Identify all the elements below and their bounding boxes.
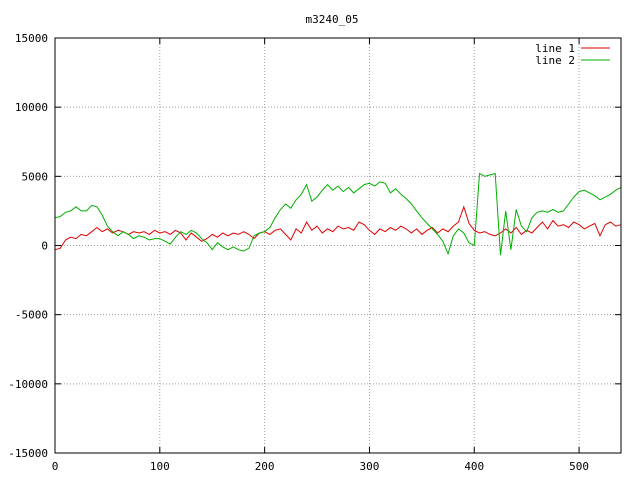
x-tick-label: 400 [464,460,484,473]
plot-frame [54,37,622,454]
x-axis-ticks: 0 100 200 300 400 500 [52,38,589,473]
y-tick-label: 0 [41,240,48,253]
x-tick-label: 100 [150,460,170,473]
series-line-2 [54,172,622,256]
y-tick-label: 15000 [15,32,48,45]
x-tick-label: 0 [52,460,59,473]
x-tick-label: 500 [569,460,589,473]
y-tick-label: 5000 [22,170,49,183]
y-tick-label: 10000 [15,101,48,114]
y-tick-label: -15000 [8,447,48,460]
y-axis-ticks: -15000 -10000 -5000 0 5000 10000 15000 [8,32,621,460]
x-tick-label: 300 [360,460,380,473]
y-tick-label: -5000 [15,309,48,322]
y-tick-label: -10000 [8,378,48,391]
legend-label: line 2 [535,54,575,67]
chart-title: m3240_05 [306,13,359,26]
legend-label: line 1 [535,42,575,55]
series-lines [54,172,622,256]
x-tick-label: 200 [255,460,275,473]
grid-lines [55,38,621,453]
